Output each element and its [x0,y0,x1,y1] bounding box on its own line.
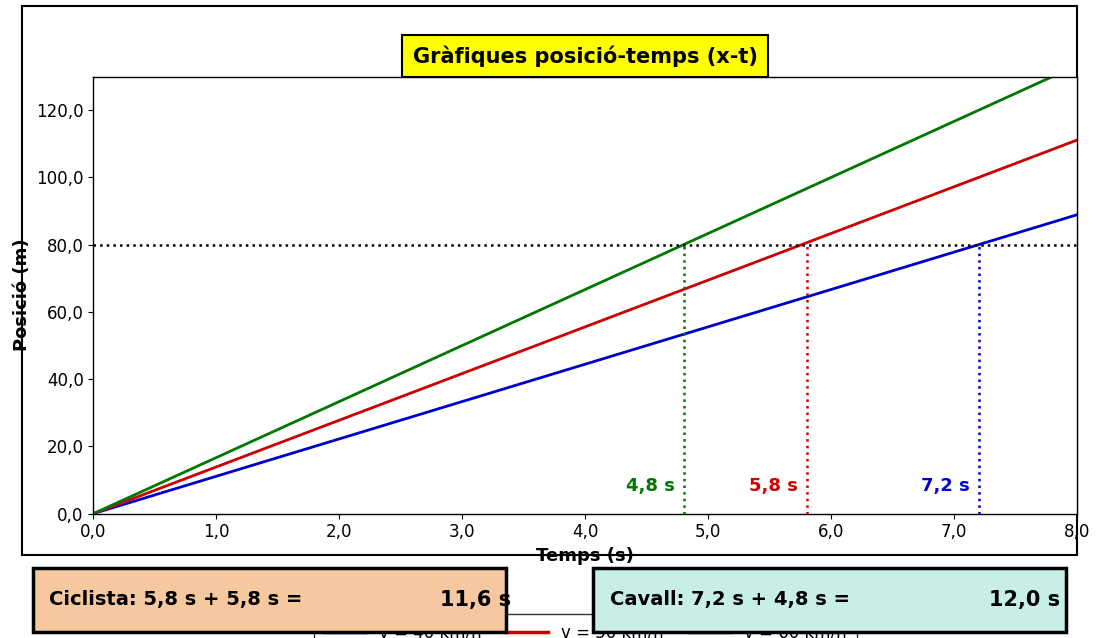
v = 40 km/h [559,366,573,374]
v = 60 km/h [619,267,632,275]
v = 60 km/h [1070,61,1084,69]
Title: Gràfiques posició-temps (x-t): Gràfiques posició-temps (x-t) [413,45,757,67]
v = 50 km/h [554,332,567,340]
v = 50 km/h [1046,145,1059,153]
v = 60 km/h [87,510,100,517]
v = 40 km/h [619,348,632,356]
Line: v = 50 km/h: v = 50 km/h [93,140,1077,514]
v = 40 km/h [893,265,907,272]
v = 50 km/h [619,308,632,315]
v = 40 km/h [1046,218,1059,226]
v = 60 km/h [673,243,686,251]
v = 40 km/h [554,368,567,376]
v = 60 km/h [554,297,567,304]
v = 60 km/h [1046,72,1059,80]
Line: v = 40 km/h: v = 40 km/h [93,215,1077,514]
v = 40 km/h [1070,211,1084,219]
v = 50 km/h [1070,137,1084,144]
v = 50 km/h [893,204,907,211]
v = 50 km/h [87,510,100,517]
Line: v = 60 km/h: v = 60 km/h [93,65,1077,514]
Text: 7,2 s: 7,2 s [921,477,970,495]
Legend: v = 40 km/h, v = 50 km/h, v = 60 km/h: v = 40 km/h, v = 50 km/h, v = 60 km/h [314,614,856,638]
v = 60 km/h [893,142,907,150]
Text: 12,0 s: 12,0 s [989,590,1061,610]
X-axis label: Temps (s): Temps (s) [536,547,634,565]
Text: Cavall: 7,2 s + 4,8 s =: Cavall: 7,2 s + 4,8 s = [610,590,857,609]
v = 50 km/h [673,288,686,295]
Y-axis label: Posició (m): Posició (m) [12,239,31,352]
v = 40 km/h [673,332,686,339]
Text: 11,6 s: 11,6 s [440,590,511,610]
v = 50 km/h [559,330,573,338]
Text: 5,8 s: 5,8 s [750,477,798,495]
Text: Ciclista: 5,8 s + 5,8 s =: Ciclista: 5,8 s + 5,8 s = [49,590,310,609]
v = 60 km/h [559,294,573,302]
v = 40 km/h [87,510,100,517]
Text: 4,8 s: 4,8 s [626,477,675,495]
